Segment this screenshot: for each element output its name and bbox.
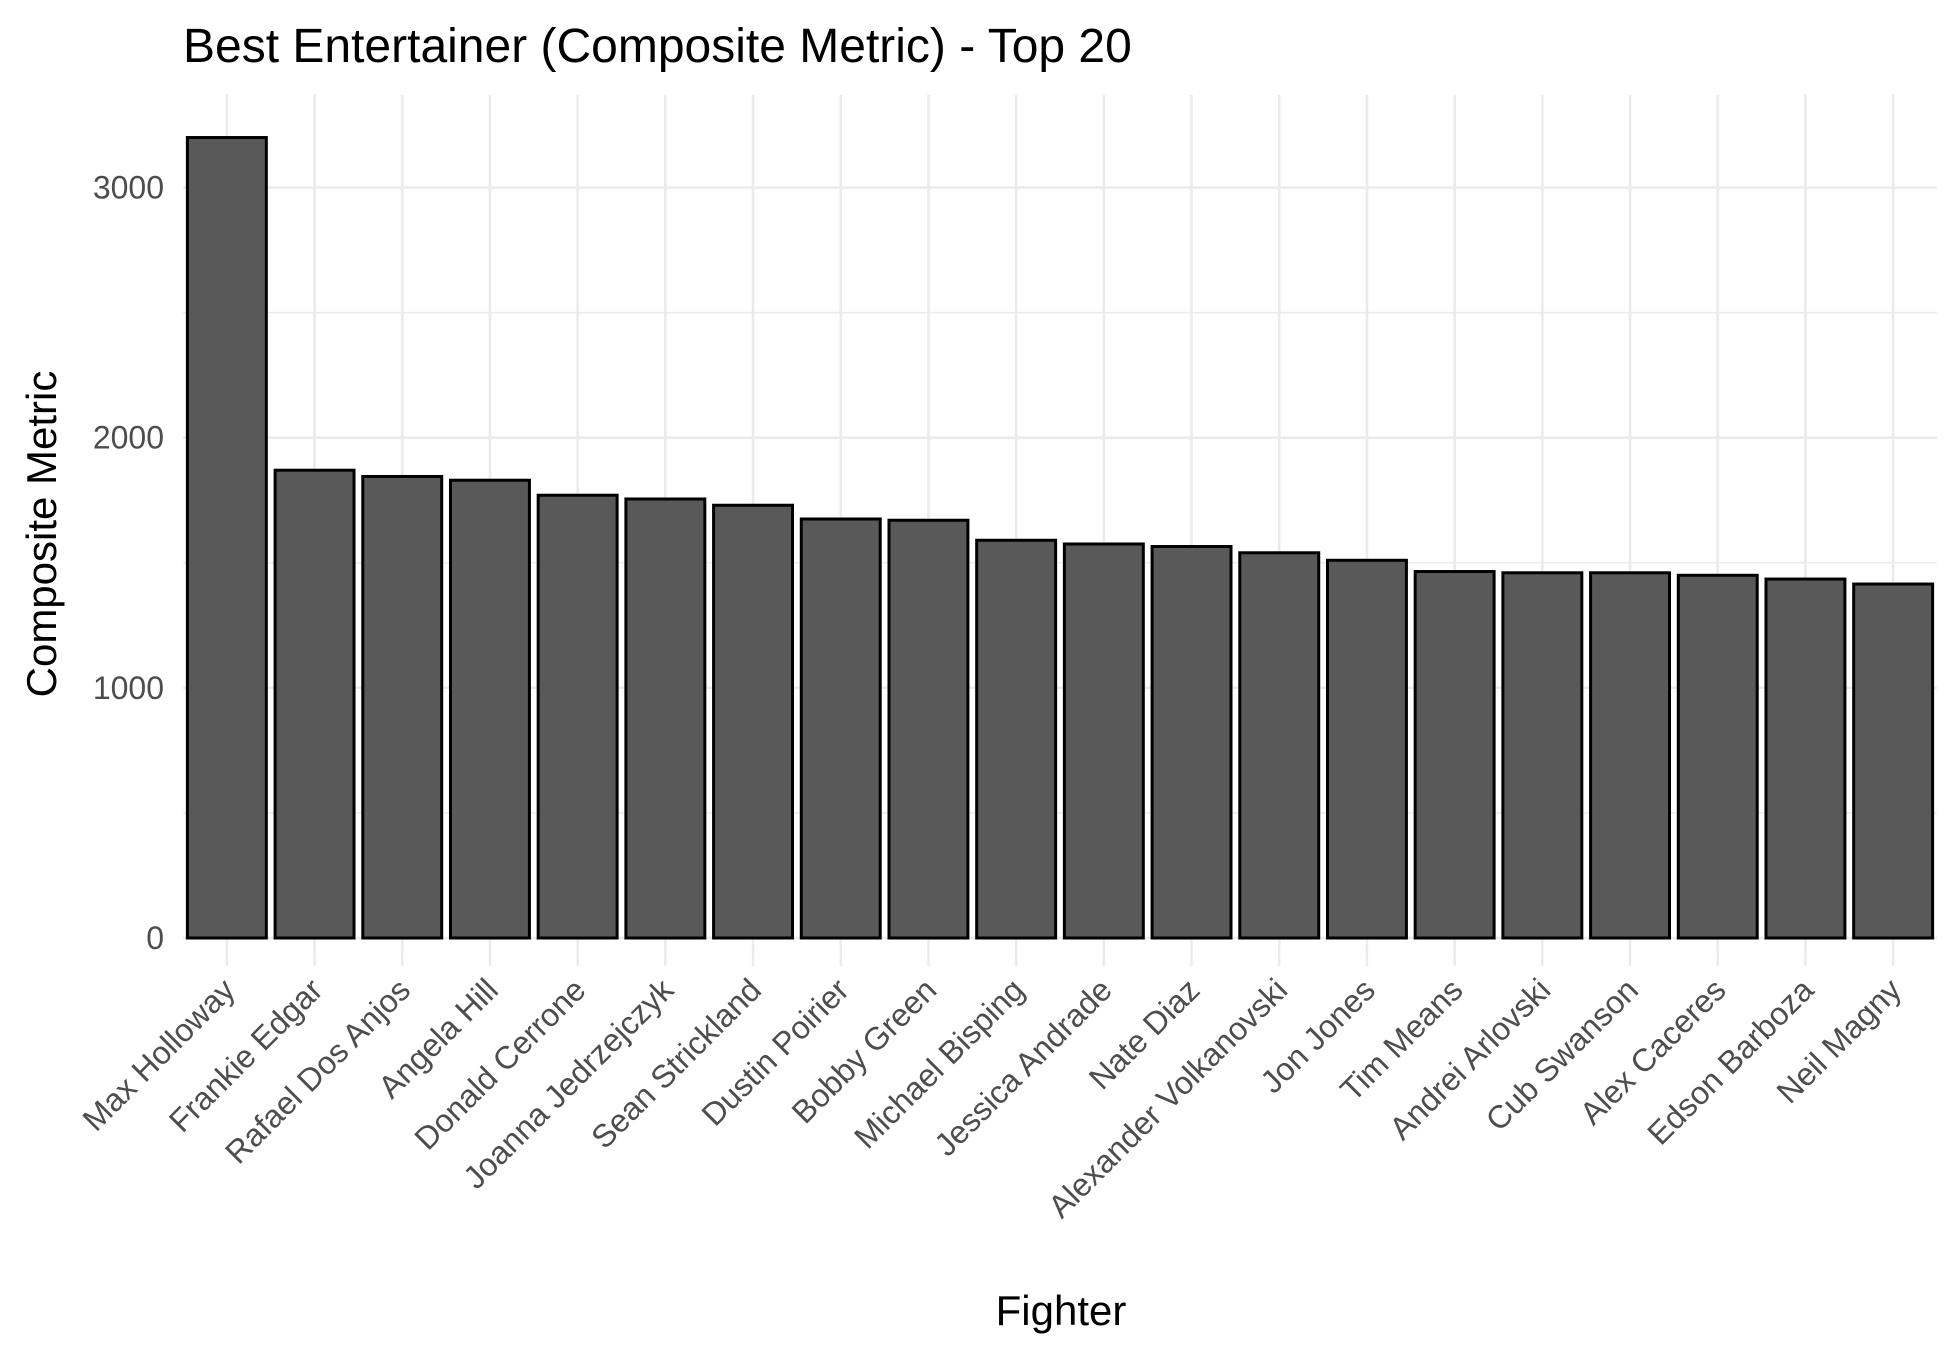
bar — [712, 503, 795, 940]
y-tick-label: 3000 — [93, 170, 164, 206]
bar — [799, 517, 882, 940]
y-axis-title: Composite Metric — [18, 371, 65, 698]
bar — [1501, 571, 1584, 940]
bar — [1238, 551, 1321, 940]
bar — [273, 468, 356, 940]
bar — [448, 478, 531, 940]
bar — [1852, 582, 1935, 940]
bar — [1676, 573, 1759, 940]
bar — [1589, 571, 1672, 940]
y-tick-label: 1000 — [93, 670, 164, 706]
chart-title: Best Entertainer (Composite Metric) - To… — [183, 20, 1132, 73]
bar — [1150, 545, 1233, 940]
bar — [361, 474, 444, 940]
x-axis-title: Fighter — [996, 1287, 1127, 1334]
bar — [1325, 558, 1408, 940]
bar — [624, 497, 707, 940]
bar — [887, 518, 970, 940]
y-tick-label: 0 — [146, 920, 164, 956]
bar — [536, 493, 619, 940]
bar — [1764, 577, 1847, 940]
y-tick-label: 2000 — [93, 420, 164, 456]
bar — [975, 538, 1058, 940]
bar-layer — [185, 136, 1935, 940]
bar — [185, 136, 268, 940]
y-axis-ticks: 0 1000 2000 3000 — [93, 170, 164, 956]
bar — [1062, 542, 1145, 940]
bar — [1413, 570, 1496, 940]
